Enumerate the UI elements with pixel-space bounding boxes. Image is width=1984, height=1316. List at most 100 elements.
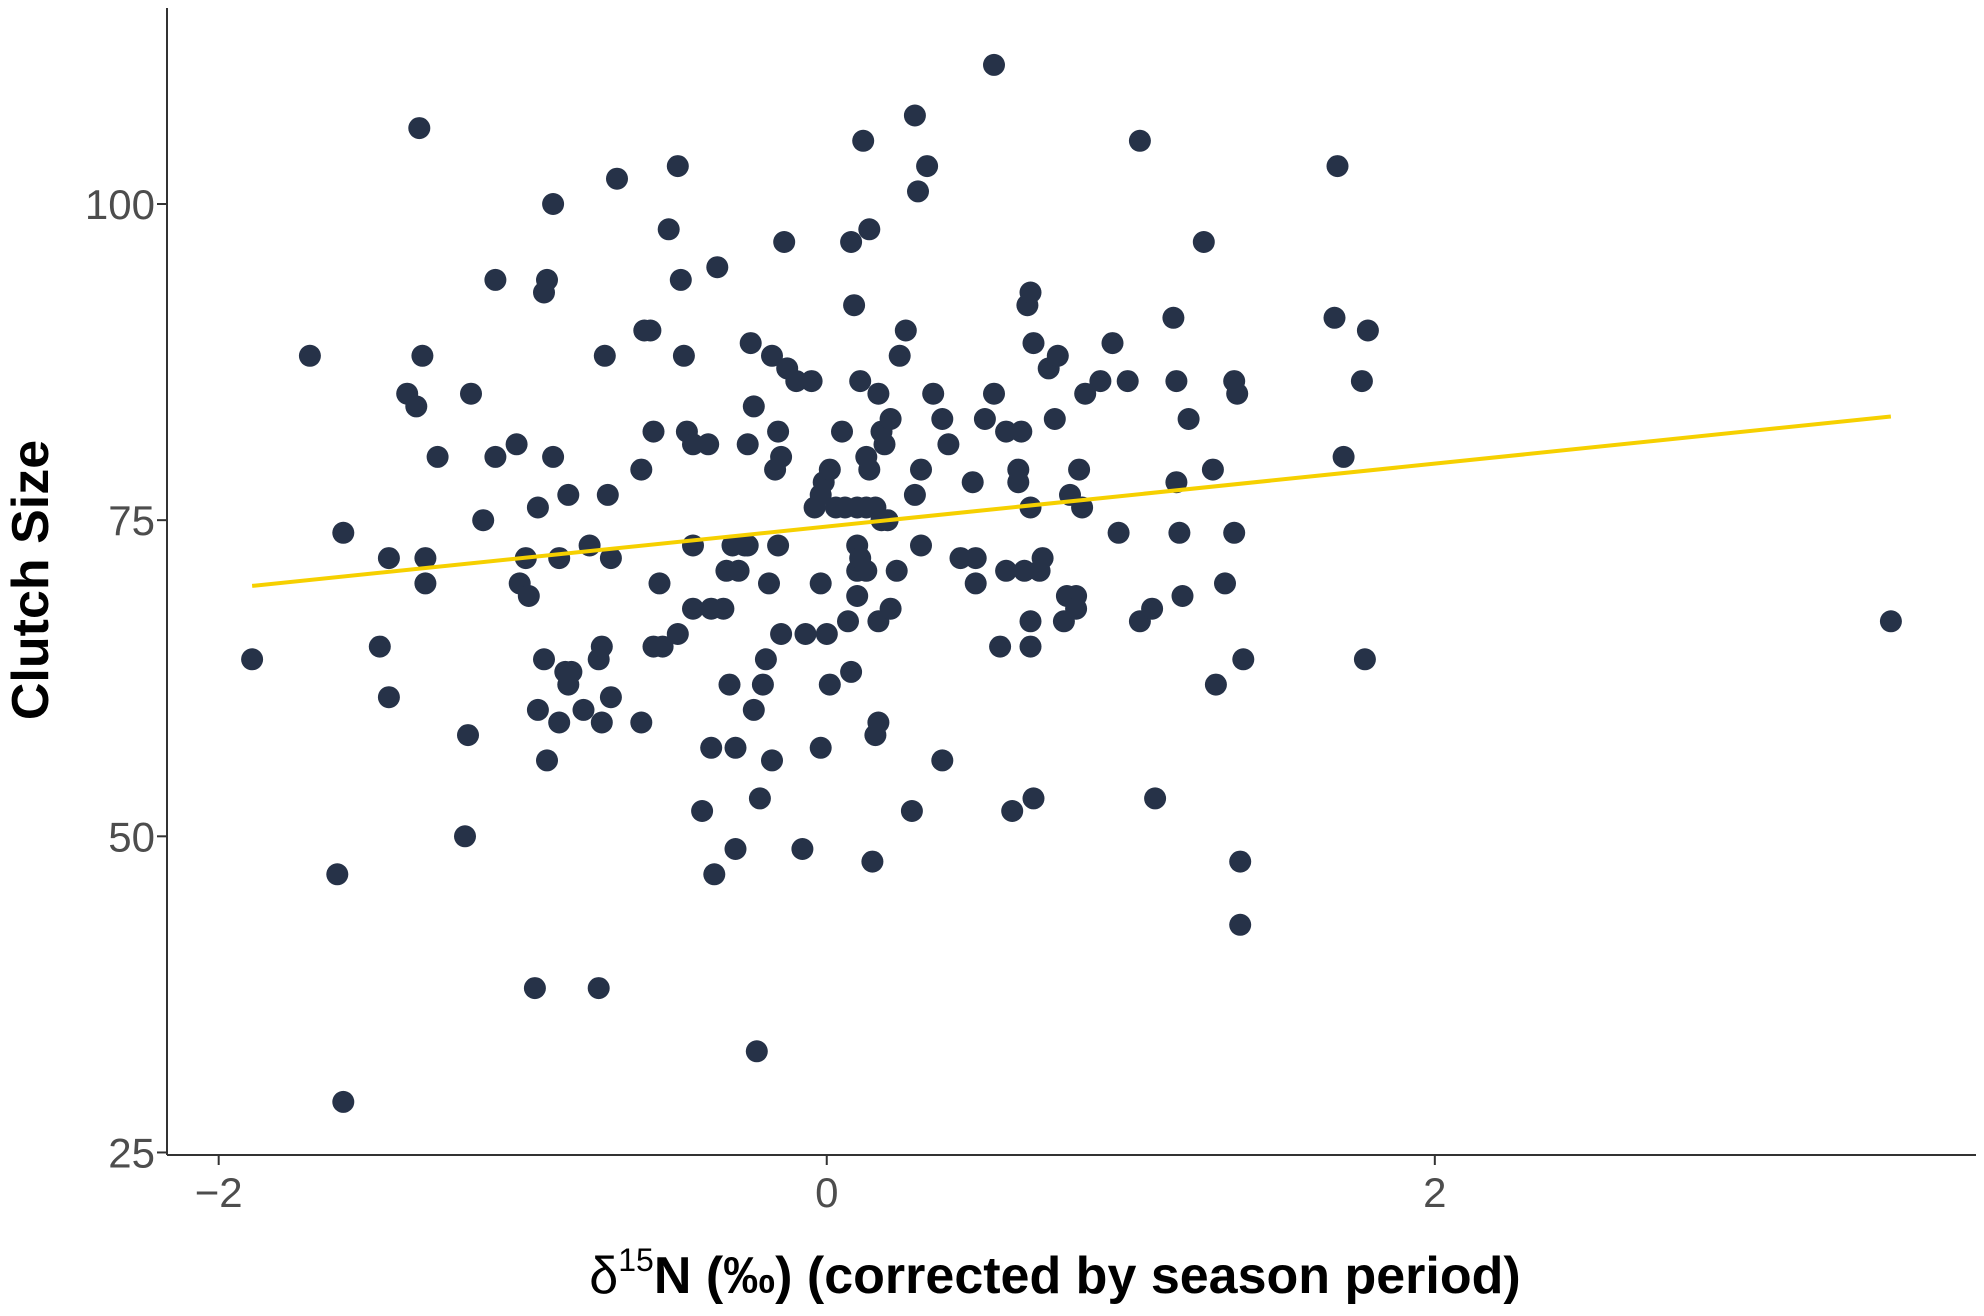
data-point <box>548 711 571 734</box>
data-point <box>849 370 872 393</box>
trend-line <box>251 414 1892 588</box>
data-point <box>457 724 479 747</box>
data-point <box>426 445 449 468</box>
y-tick-label: 25 <box>108 1129 155 1176</box>
y-axis-title: Clutch Size <box>2 440 60 720</box>
data-point <box>241 648 264 671</box>
data-point <box>1068 458 1091 481</box>
data-point <box>526 698 549 721</box>
data-points <box>241 53 1902 1113</box>
data-point <box>414 572 437 595</box>
x-axis-title-delta: δ <box>589 1247 618 1305</box>
data-point <box>724 838 747 860</box>
data-point <box>606 167 628 190</box>
data-point <box>867 382 890 405</box>
data-point <box>542 193 565 215</box>
data-point <box>843 294 866 317</box>
data-point <box>858 218 881 241</box>
data-point <box>1350 370 1373 393</box>
data-point <box>879 597 902 620</box>
data-point <box>484 268 507 291</box>
data-point <box>1165 471 1188 494</box>
data-point <box>809 572 832 595</box>
data-point <box>809 736 832 759</box>
data-point <box>873 433 896 456</box>
data-point <box>1019 610 1042 633</box>
data-point <box>542 445 565 468</box>
data-point <box>1229 913 1252 936</box>
data-point <box>596 483 619 506</box>
data-point <box>657 218 680 241</box>
x-axis-title: δ15N (‰) (corrected by season period) <box>589 1242 1520 1305</box>
data-point <box>1171 585 1194 607</box>
data-point <box>785 370 808 393</box>
data-point <box>526 496 549 519</box>
data-point <box>800 370 823 393</box>
y-tick-label: 50 <box>108 813 155 860</box>
data-point <box>666 623 689 645</box>
data-point <box>855 559 878 582</box>
data-point <box>517 585 540 607</box>
x-axis-title-text: N (‰) (corrected by season period) <box>654 1247 1521 1305</box>
x-tick-label: 2 <box>1423 1169 1446 1216</box>
data-point <box>1226 382 1249 405</box>
data-point <box>767 420 790 443</box>
x-axis-ticks: −2 0 2 <box>195 1155 1446 1216</box>
data-point <box>736 433 759 456</box>
data-point <box>846 585 869 607</box>
data-point <box>1144 787 1167 810</box>
data-point <box>533 648 555 671</box>
data-point <box>742 395 765 418</box>
data-point <box>794 623 817 645</box>
data-point <box>1001 800 1024 822</box>
data-point <box>1074 382 1097 405</box>
data-point <box>754 648 777 671</box>
data-point <box>630 711 653 734</box>
axes <box>166 8 1976 1156</box>
data-point <box>773 231 796 253</box>
data-point <box>1019 496 1042 519</box>
y-tick-label: 100 <box>85 181 155 228</box>
data-point <box>736 534 759 557</box>
y-axis-ticks: 25 50 75 100 <box>85 181 167 1176</box>
data-point <box>377 547 400 570</box>
data-point <box>505 433 528 456</box>
data-point <box>1165 370 1188 393</box>
data-point <box>1007 471 1030 494</box>
data-point <box>326 863 349 886</box>
data-point <box>1232 648 1255 671</box>
data-point <box>885 559 908 582</box>
data-point <box>858 458 881 481</box>
data-point <box>1107 521 1130 544</box>
data-point <box>703 863 726 886</box>
data-point <box>770 623 793 645</box>
data-point <box>411 344 434 367</box>
data-point <box>761 749 783 772</box>
data-point <box>1332 445 1355 468</box>
data-point <box>1323 306 1346 329</box>
data-point <box>484 445 507 468</box>
data-point <box>669 268 692 291</box>
data-point <box>697 433 720 456</box>
data-point <box>1162 306 1185 329</box>
data-point <box>1204 673 1227 696</box>
data-point <box>931 749 954 772</box>
data-point <box>1046 344 1069 367</box>
data-point <box>831 420 853 443</box>
data-point <box>536 749 558 772</box>
data-point <box>523 977 546 1000</box>
data-point <box>903 483 926 506</box>
data-point <box>1013 559 1036 582</box>
data-point <box>995 559 1018 582</box>
data-point <box>903 104 926 127</box>
data-point <box>767 534 790 557</box>
data-point <box>761 344 783 367</box>
data-point <box>672 344 695 367</box>
data-point <box>1043 408 1066 430</box>
data-point <box>973 408 996 430</box>
x-tick-label: 0 <box>815 1169 838 1216</box>
data-point <box>1879 610 1902 633</box>
data-point <box>560 660 583 683</box>
data-point <box>840 660 863 683</box>
